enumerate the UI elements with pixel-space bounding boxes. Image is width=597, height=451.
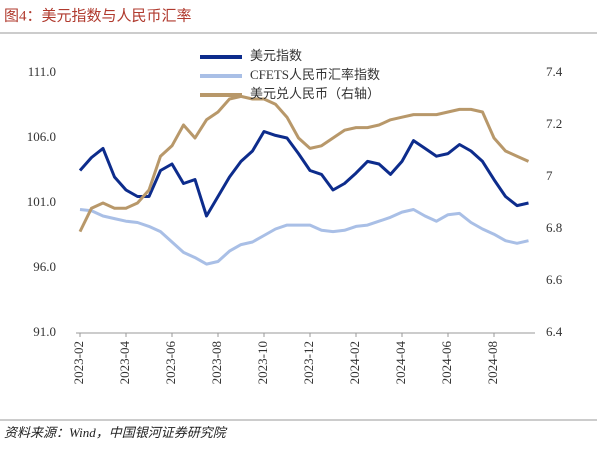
x-tick-label: 2024-08 [485,341,500,384]
legend-label: 美元指数 [250,48,302,63]
series-line [78,94,530,233]
x-tick-label: 2023-06 [163,341,178,385]
y2-tick-label: 6.6 [546,272,563,287]
x-tick-label: 2024-04 [393,341,408,385]
x-tick-label: 2023-12 [301,341,316,384]
series-line [79,208,529,266]
y-tick-label: 91.0 [33,324,56,339]
y2-tick-label: 6.4 [546,324,563,339]
x-tick-label: 2024-06 [439,341,454,385]
x-tick-label: 2023-08 [209,341,224,384]
y2-tick-label: 7.4 [546,64,563,79]
y2-tick-label: 7 [546,168,553,183]
y-tick-label: 111.0 [28,64,56,79]
y-tick-label: 101.0 [27,194,56,209]
x-tick-label: 2024-02 [347,341,362,384]
x-tick-label: 2023-02 [71,341,86,384]
chart-title: 图4：美元指数与人民币汇率 [4,7,192,24]
x-tick-label: 2023-04 [117,341,132,385]
y2-tick-label: 7.2 [546,116,562,131]
legend-label: CFETS人民币汇率指数 [250,67,380,82]
legend-label: 美元兑人民币（右轴） [250,86,380,101]
x-tick-label: 2023-10 [255,341,270,384]
y2-tick-label: 6.8 [546,220,562,235]
y-tick-label: 106.0 [27,129,56,144]
series-line [78,130,529,218]
y-tick-label: 96.0 [33,259,56,274]
source: 资料来源：Wind，中国银河证券研究院 [4,425,228,440]
